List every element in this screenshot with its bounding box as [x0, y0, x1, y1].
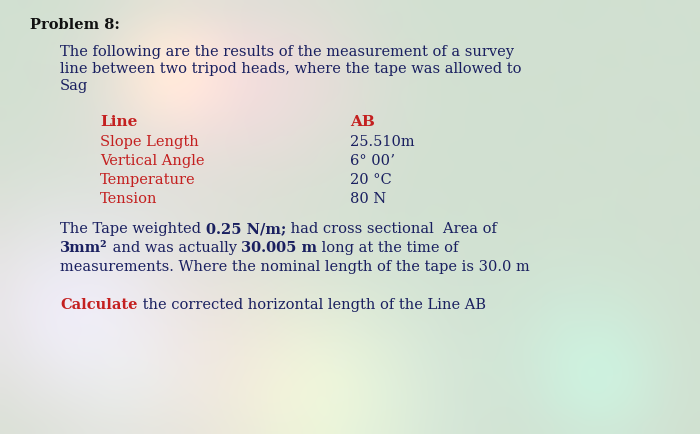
Text: and was actually: and was actually [108, 240, 242, 254]
Text: 3mm²: 3mm² [60, 240, 108, 254]
Text: 30.005 m: 30.005 m [241, 240, 317, 254]
Text: line between two tripod heads, where the tape was allowed to: line between two tripod heads, where the… [60, 62, 522, 76]
Text: Calculate: Calculate [60, 297, 137, 311]
Text: 80 N: 80 N [350, 191, 386, 206]
Text: long at the time of: long at the time of [317, 240, 458, 254]
Text: Temperature: Temperature [100, 173, 195, 187]
Text: 0.25 N/m;: 0.25 N/m; [206, 221, 286, 236]
Text: Problem 8:: Problem 8: [30, 18, 120, 32]
Text: Line: Line [100, 115, 137, 129]
Text: The Tape weighted: The Tape weighted [60, 221, 206, 236]
Text: Tension: Tension [100, 191, 158, 206]
Text: Sag: Sag [60, 79, 88, 93]
Text: 6° 00ʼ: 6° 00ʼ [350, 154, 395, 168]
Text: AB: AB [350, 115, 375, 129]
Text: 20 °C: 20 °C [350, 173, 392, 187]
Text: had cross sectional  Area of: had cross sectional Area of [286, 221, 497, 236]
Text: Slope Length: Slope Length [100, 135, 199, 149]
Text: Vertical Angle: Vertical Angle [100, 154, 204, 168]
Text: 25.510m: 25.510m [350, 135, 414, 149]
Text: the corrected horizontal length of the Line AB: the corrected horizontal length of the L… [137, 297, 486, 311]
Text: The following are the results of the measurement of a survey: The following are the results of the mea… [60, 45, 514, 59]
Text: measurements. Where the nominal length of the tape is 30.0 m: measurements. Where the nominal length o… [60, 260, 530, 273]
